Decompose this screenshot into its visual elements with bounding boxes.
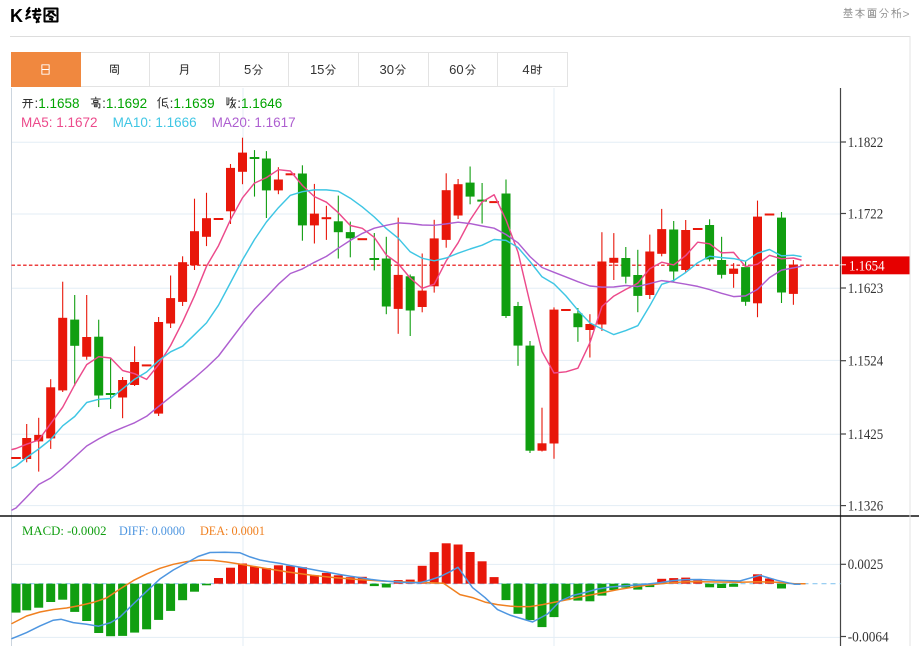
svg-text:1.1822: 1.1822	[848, 135, 884, 151]
svg-text:1.1722: 1.1722	[848, 206, 884, 222]
svg-text:1.1425: 1.1425	[848, 427, 884, 443]
svg-text:MACD: -0.0002: MACD: -0.0002	[22, 523, 107, 538]
svg-text:DEA: 0.0001: DEA: 0.0001	[200, 523, 265, 538]
svg-text:DIFF: 0.0000: DIFF: 0.0000	[119, 523, 185, 538]
svg-text:1.1654: 1.1654	[849, 258, 885, 274]
svg-text:0.0025: 0.0025	[848, 557, 884, 573]
svg-text:1.1623: 1.1623	[848, 281, 884, 297]
svg-text:1.1326: 1.1326	[848, 499, 884, 515]
svg-text:1.1524: 1.1524	[848, 354, 884, 370]
svg-text:-0.0064: -0.0064	[848, 629, 889, 645]
